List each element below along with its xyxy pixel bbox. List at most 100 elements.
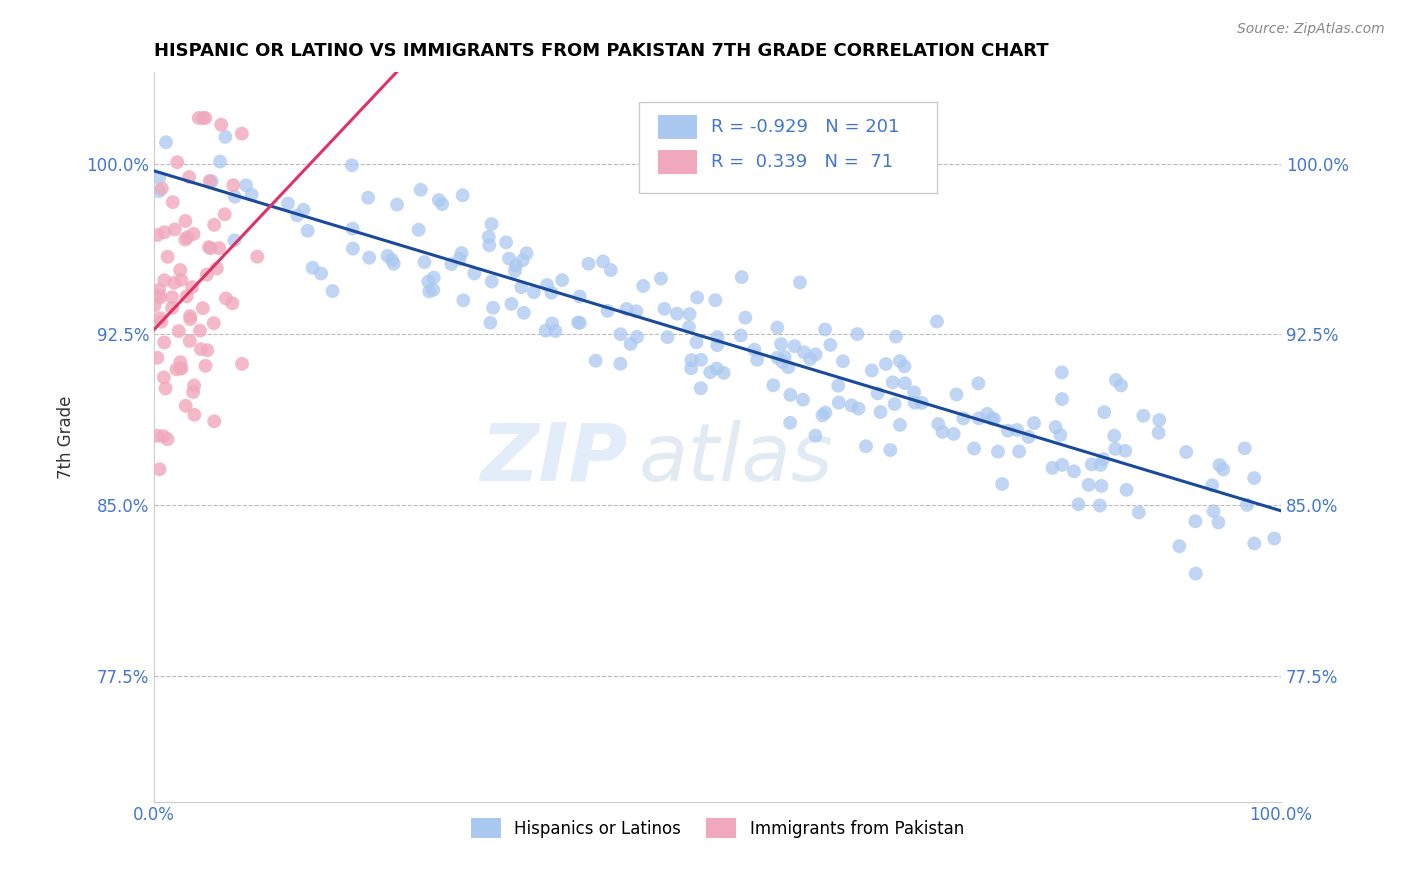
Point xyxy=(1005,423,1028,437)
Point xyxy=(205,261,228,276)
Point xyxy=(730,328,752,343)
Point xyxy=(430,197,453,211)
Point xyxy=(160,301,183,315)
Point xyxy=(481,275,503,289)
Point xyxy=(1077,477,1099,491)
Point xyxy=(240,187,263,202)
Point xyxy=(1080,458,1102,472)
Point xyxy=(626,304,648,318)
Point xyxy=(382,257,405,271)
Point xyxy=(1092,405,1115,419)
Point xyxy=(202,218,225,232)
Point xyxy=(195,343,218,358)
Point xyxy=(146,227,169,242)
Point xyxy=(208,154,231,169)
Point xyxy=(681,361,703,376)
Point xyxy=(1050,392,1073,406)
Point xyxy=(148,288,170,302)
Point xyxy=(198,174,221,188)
Point xyxy=(1184,566,1206,581)
Point xyxy=(820,338,842,352)
Point xyxy=(523,285,546,300)
Point xyxy=(381,252,404,267)
Point xyxy=(882,376,904,390)
Point xyxy=(650,271,672,285)
Point xyxy=(503,264,526,278)
Point xyxy=(793,345,815,359)
Point xyxy=(148,283,170,297)
Point xyxy=(510,280,533,294)
Point xyxy=(194,111,217,125)
Point xyxy=(534,324,557,338)
Point xyxy=(409,183,432,197)
Point xyxy=(706,361,728,376)
Y-axis label: 7th Grade: 7th Grade xyxy=(58,395,75,479)
Point xyxy=(181,384,204,399)
Point xyxy=(657,330,679,344)
Point xyxy=(631,279,654,293)
Point xyxy=(609,357,631,371)
Point xyxy=(1045,420,1067,434)
Point xyxy=(827,378,849,392)
Point xyxy=(828,395,851,409)
Point xyxy=(495,235,517,250)
Point xyxy=(215,292,238,306)
Point xyxy=(1022,416,1045,430)
Point xyxy=(967,376,990,391)
Point xyxy=(155,381,177,395)
Point xyxy=(179,334,201,348)
Point xyxy=(585,353,607,368)
Point xyxy=(1042,461,1064,475)
Point xyxy=(1102,429,1125,443)
FancyBboxPatch shape xyxy=(638,102,938,193)
Point xyxy=(340,158,363,172)
Point xyxy=(246,250,269,264)
Point xyxy=(143,298,166,312)
Point xyxy=(875,357,897,371)
Point xyxy=(879,443,901,458)
Point xyxy=(285,208,308,222)
Point xyxy=(1147,413,1170,427)
Point xyxy=(451,188,474,202)
Point xyxy=(418,275,440,289)
Point xyxy=(654,301,676,316)
Point xyxy=(789,276,811,290)
Point xyxy=(869,405,891,419)
Point xyxy=(666,307,689,321)
Point xyxy=(779,388,801,402)
Point xyxy=(148,462,170,476)
Point xyxy=(1090,479,1112,493)
Point xyxy=(208,241,231,255)
Point xyxy=(166,362,188,376)
Point xyxy=(689,381,711,395)
Point xyxy=(770,337,793,351)
Point xyxy=(841,399,863,413)
Point xyxy=(1067,497,1090,511)
Point xyxy=(174,232,197,246)
FancyBboxPatch shape xyxy=(658,151,697,174)
Point xyxy=(976,407,998,421)
Point xyxy=(1104,442,1126,456)
Text: ZIP: ZIP xyxy=(479,420,627,498)
Point xyxy=(792,392,814,407)
Point xyxy=(221,296,243,310)
FancyBboxPatch shape xyxy=(658,115,697,139)
Point xyxy=(814,406,837,420)
Point xyxy=(544,324,567,338)
Point xyxy=(866,386,889,401)
Point xyxy=(191,301,214,315)
Point xyxy=(678,320,700,334)
Point xyxy=(596,304,619,318)
Point xyxy=(183,378,205,392)
Point xyxy=(163,276,186,290)
Legend: Hispanics or Latinos, Immigrants from Pakistan: Hispanics or Latinos, Immigrants from Pa… xyxy=(464,812,970,845)
Point xyxy=(202,414,225,428)
Point xyxy=(505,259,527,273)
Point xyxy=(169,361,191,376)
Point xyxy=(855,439,877,453)
Point xyxy=(884,329,907,343)
Point xyxy=(342,221,364,235)
Point xyxy=(146,428,169,442)
Point xyxy=(893,359,915,374)
Point xyxy=(770,355,793,369)
